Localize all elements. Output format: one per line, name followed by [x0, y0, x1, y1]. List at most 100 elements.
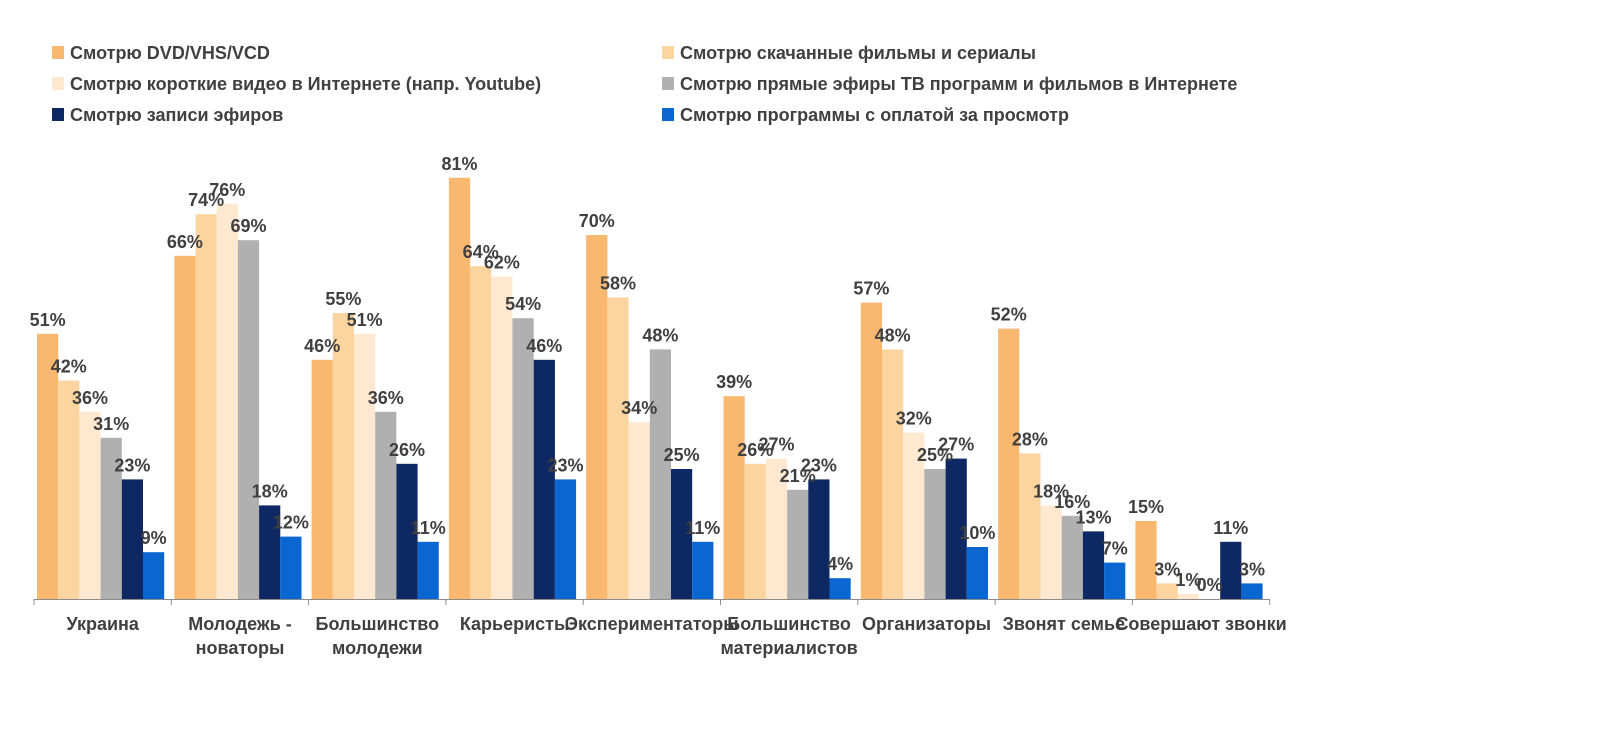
bar-s4-c4 — [512, 318, 534, 599]
bar-s1-c4 — [448, 177, 471, 600]
value-label-s3-c2: 76% — [209, 180, 245, 200]
value-label-s5-c5: 25% — [664, 445, 700, 465]
value-label-s1-c1: 51% — [30, 310, 66, 330]
value-label-s2-c8: 28% — [1012, 429, 1048, 449]
value-label-s1-c6: 39% — [716, 372, 752, 392]
value-label-s6-c3: 11% — [411, 518, 446, 538]
value-label-s5-c6: 23% — [801, 455, 837, 475]
value-label-s2-c2: 74% — [188, 190, 224, 210]
value-label-s5-c9: 11% — [1213, 518, 1248, 538]
category-label-6-line-2: материалистов — [721, 638, 858, 658]
data-labels: 51% 42% 36% 31% 23% 9% 66% 74%76% 69% 18% 12% 46% 55… — [30, 154, 1265, 595]
bar-s3-c5 — [628, 422, 650, 599]
value-label-s6-c8: 7% — [1102, 539, 1128, 559]
bar-s6-c3 — [417, 541, 439, 599]
category-label-2-line-2: новаторы — [196, 638, 285, 658]
value-label-s4-c9: 0% — [1197, 575, 1223, 595]
value-label-s5-c2: 18% — [252, 481, 288, 501]
value-label-s5-c1: 23% — [114, 455, 150, 475]
legend-label-6: Смотрю программы с оплатой за просмотр — [680, 105, 1069, 125]
value-label-s2-c4: 64% — [463, 242, 499, 262]
bar-s2-c4 — [470, 266, 492, 599]
bar-s3-c6 — [765, 458, 788, 599]
legend-label-2: Смотрю скачанные фильмы и сериалы — [680, 43, 1036, 63]
value-label-s5-c3: 26% — [389, 440, 425, 460]
value-label-s4-c2: 69% — [230, 216, 266, 236]
category-label-6: Большинство материалистов — [721, 614, 858, 658]
bar-s3-c2 — [216, 203, 238, 600]
category-label-2-line-1: Молодежь - — [188, 614, 292, 634]
legend-label-3: Смотрю короткие видео в Интернете (напр.… — [70, 74, 541, 94]
value-label-s4-c5: 48% — [642, 325, 678, 345]
bar-s1-c1 — [37, 333, 59, 599]
bar-s4-c2 — [237, 240, 260, 599]
category-label-9: Совершают звонки — [1115, 614, 1286, 634]
category-labels: Украина Молодежь - новаторы Большинство моло… — [66, 614, 1286, 658]
legend-swatch-2 — [662, 46, 674, 59]
category-label-3-line-1: Большинство — [316, 614, 440, 634]
value-label-s1-c5: 70% — [579, 211, 615, 231]
value-label-s1-c9: 15% — [1128, 497, 1164, 517]
value-label-s3-c7: 32% — [896, 409, 932, 429]
bar-s6-c7 — [966, 547, 988, 599]
bar-s2-c8 — [1019, 453, 1041, 599]
value-label-s1-c7: 57% — [853, 279, 889, 299]
bar-s3-c8 — [1040, 505, 1062, 599]
value-label-s4-c3: 36% — [368, 388, 404, 408]
value-label-s1-c2: 66% — [167, 232, 203, 252]
bar-s2-c1 — [58, 380, 80, 599]
bar-s3-c4 — [491, 276, 513, 599]
category-label-6-line-1: Большинство — [727, 614, 851, 634]
bar-s5-c8 — [1082, 531, 1105, 599]
bar-s4-c1 — [100, 437, 122, 599]
bar-s1-c9 — [1135, 521, 1157, 599]
value-label-s2-c9: 3% — [1154, 559, 1180, 579]
value-label-s2-c7: 48% — [875, 325, 911, 345]
legend-swatch-1 — [52, 46, 64, 59]
bar-s2-c2 — [195, 214, 217, 599]
category-label-3: Большинство молодежи — [316, 614, 440, 658]
category-label-2: Молодежь - новаторы — [188, 614, 292, 658]
bar-s1-c5 — [586, 235, 608, 599]
category-label-8: Звонят семье — [1003, 614, 1125, 634]
bar-s6-c4 — [554, 479, 577, 599]
bar-s3-c1 — [79, 411, 101, 599]
bar-s5-c9 — [1220, 541, 1242, 599]
bar-s5-c3 — [396, 463, 418, 599]
value-label-s6-c5: 11% — [685, 518, 720, 538]
bar-s1-c8 — [998, 328, 1020, 599]
bar-s5-c2 — [259, 505, 281, 599]
bar-s6-c6 — [829, 578, 851, 599]
value-label-s4-c8: 16% — [1054, 492, 1090, 512]
value-label-s2-c6: 26% — [737, 440, 773, 460]
value-label-s3-c8: 18% — [1033, 481, 1069, 501]
value-label-s5-c7: 27% — [938, 435, 974, 455]
legend-label-4: Смотрю прямые эфиры ТВ программ и фильмо… — [680, 74, 1237, 94]
value-label-s4-c1: 31% — [93, 414, 129, 434]
category-label-1: Украина — [66, 614, 139, 634]
bar-s2-c6 — [744, 463, 766, 599]
bar-s6-c9 — [1241, 583, 1263, 599]
bar-s4-c8 — [1061, 515, 1083, 599]
bar-s6-c1 — [143, 552, 165, 599]
value-label-s1-c4: 81% — [441, 154, 477, 174]
value-label-s4-c7: 25% — [917, 445, 953, 465]
value-label-s1-c8: 52% — [991, 305, 1027, 325]
value-label-s6-c2: 12% — [273, 513, 309, 533]
category-label-3-line-2: молодежи — [332, 638, 423, 658]
value-label-s2-c1: 42% — [51, 357, 87, 377]
legend-swatch-6 — [662, 108, 674, 121]
value-label-s1-c3: 46% — [304, 336, 340, 356]
bar-s5-c5 — [671, 469, 693, 599]
category-label-7-line-1: Организаторы — [862, 614, 991, 634]
bar-s6-c8 — [1104, 562, 1126, 599]
legend-swatch-4 — [662, 77, 674, 90]
category-label-1-line-1: Украина — [66, 614, 139, 634]
bar-s1-c6 — [723, 396, 745, 599]
value-label-s6-c1: 9% — [141, 528, 167, 548]
legend-label-5: Смотрю записи эфиров — [70, 105, 283, 125]
bar-s5-c1 — [121, 479, 143, 599]
bar-s2-c5 — [607, 297, 629, 599]
bar-s3-c7 — [903, 432, 925, 599]
